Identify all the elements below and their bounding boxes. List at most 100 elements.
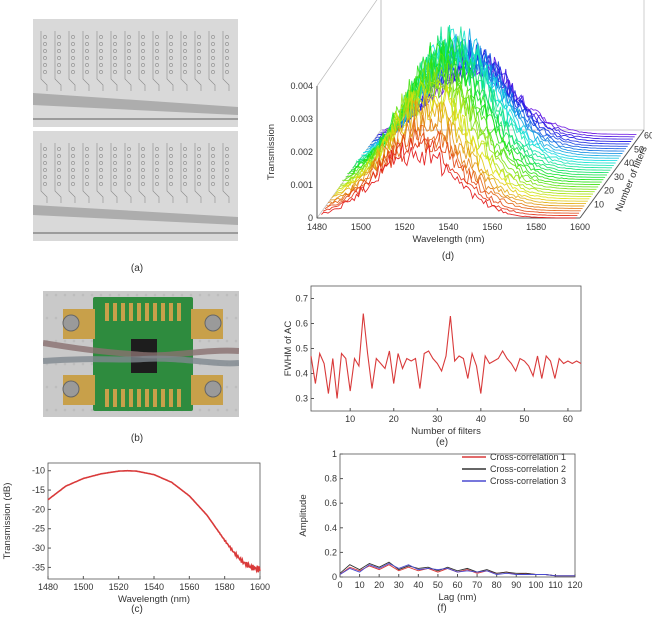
x-axis-label: Lag (nm)	[438, 592, 476, 603]
waveguide-line	[110, 143, 118, 203]
breadboard-hole	[72, 408, 76, 412]
breadboard-hole	[198, 293, 202, 297]
ring-resonator	[141, 63, 145, 67]
breadboard-hole	[81, 339, 85, 343]
x-tick-label: 1480	[307, 222, 327, 232]
filter-trace	[380, 54, 635, 138]
ring-resonator	[99, 182, 103, 186]
y-axis-label: Transmission	[266, 124, 277, 180]
ring-resonator	[113, 154, 117, 158]
cc-series-line	[339, 561, 575, 577]
ring-resonator	[169, 56, 173, 60]
x-tick-label: 1520	[109, 582, 129, 592]
waveguide-line	[222, 143, 230, 203]
ring-resonator	[127, 175, 131, 179]
breadboard-hole	[54, 293, 58, 297]
ring-resonator	[225, 42, 229, 46]
ring-resonator	[155, 56, 159, 60]
pcb-pin	[105, 303, 109, 321]
y-tick-label: -35	[32, 562, 45, 572]
ring-resonator	[113, 35, 117, 39]
ring-resonator	[71, 70, 75, 74]
ring-resonator	[127, 56, 131, 60]
ring-resonator	[99, 63, 103, 67]
ring-resonator	[141, 35, 145, 39]
breadboard-hole	[72, 339, 76, 343]
ring-resonator	[183, 182, 187, 186]
breadboard-hole	[108, 293, 112, 297]
waveguide-line	[152, 143, 160, 203]
filter-trace	[326, 117, 581, 212]
ring-resonator	[155, 49, 159, 53]
x-tick-label: 100	[528, 580, 543, 590]
ring-resonator	[183, 168, 187, 172]
ring-resonator	[71, 182, 75, 186]
ring-resonator	[211, 56, 215, 60]
ring-resonator	[211, 147, 215, 151]
ring-resonator	[57, 70, 61, 74]
breadboard-hole	[198, 339, 202, 343]
y-axis-label: FWHM of AC	[283, 321, 294, 377]
ring-resonator	[141, 70, 145, 74]
y-tick-label: 0.8	[324, 474, 337, 484]
chip-micrograph-bottom-art	[33, 131, 238, 241]
ring-resonator	[71, 175, 75, 179]
waveguide-line	[110, 31, 118, 91]
ring-resonator	[183, 35, 187, 39]
pcb-photo	[43, 291, 239, 417]
filter-trace	[336, 79, 592, 197]
breadboard-hole	[171, 293, 175, 297]
ring-resonator	[225, 161, 229, 165]
breadboard-hole	[216, 339, 220, 343]
ring-resonator	[197, 63, 201, 67]
ring-resonator	[57, 35, 61, 39]
ring-resonator	[99, 49, 103, 53]
waveguide-line	[138, 31, 146, 91]
filter-trace	[328, 114, 583, 209]
breadboard-hole	[54, 316, 58, 320]
pcb-pin	[145, 389, 149, 407]
pcb-pin	[169, 389, 173, 407]
breadboard-hole	[45, 408, 49, 412]
waveguide-line	[138, 143, 146, 203]
ring-resonator	[43, 154, 47, 158]
breadboard-hole	[153, 293, 157, 297]
ring-resonator	[225, 168, 229, 172]
y-tick-label: -25	[32, 524, 45, 534]
ring-resonator	[113, 63, 117, 67]
ring-resonator	[99, 154, 103, 158]
fwhm-line	[310, 313, 582, 399]
waveguide-line	[54, 31, 62, 91]
ring-resonator	[197, 154, 201, 158]
ring-resonator	[183, 70, 187, 74]
ring-resonator	[155, 175, 159, 179]
breadboard-hole	[90, 293, 94, 297]
label-f: (f)	[437, 603, 447, 614]
x-tick-label: 30	[432, 414, 442, 424]
breadboard-hole	[63, 408, 67, 412]
filter-trace	[333, 89, 588, 202]
y-tick-label: -20	[32, 504, 45, 514]
breadboard-hole	[54, 362, 58, 366]
x-axis-label: Wavelength (nm)	[118, 594, 190, 605]
label-e: (e)	[435, 437, 449, 448]
pcb-pin	[153, 303, 157, 321]
ring-resonator	[71, 49, 75, 53]
ring-resonator	[183, 175, 187, 179]
ring-resonator	[169, 168, 173, 172]
breadboard-hole	[189, 293, 193, 297]
waveguide-line	[40, 143, 48, 203]
chart-c-transmission-db: 1480 1500 1520 1540 1560 1580 1600 -10 -15 -20 -25…	[2, 462, 270, 605]
pcb-pin	[161, 389, 165, 407]
transmission-line	[47, 469, 261, 574]
breadboard-hole	[81, 408, 85, 412]
ring-resonator	[71, 168, 75, 172]
ring-resonator	[127, 168, 131, 172]
ring-resonator	[197, 35, 201, 39]
breadboard-hole	[81, 293, 85, 297]
ring-resonator	[155, 63, 159, 67]
ring-resonator	[71, 56, 75, 60]
pcb-pin	[113, 389, 117, 407]
ring-resonator	[225, 147, 229, 151]
ring-resonator	[57, 175, 61, 179]
